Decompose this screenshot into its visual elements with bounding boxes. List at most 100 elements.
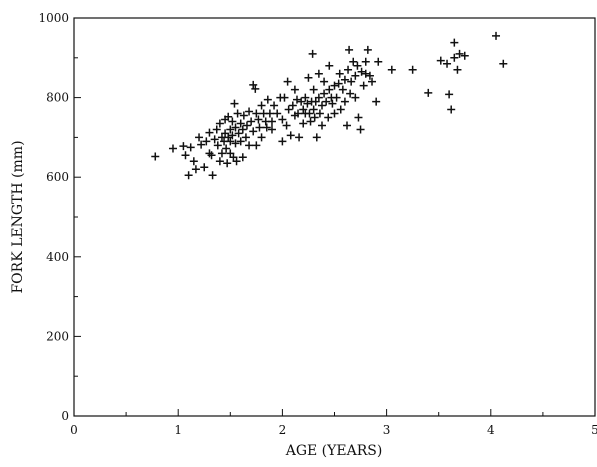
data-point — [455, 49, 464, 58]
x-tick-label: 4 — [487, 423, 495, 437]
data-point — [312, 133, 321, 142]
data-point — [257, 101, 266, 110]
data-point — [231, 139, 240, 148]
x-axis-label: AGE (YEARS) — [285, 443, 383, 459]
data-point — [317, 101, 326, 110]
data-point — [299, 119, 308, 128]
y-tick-label: 600 — [46, 170, 69, 184]
data-point — [232, 157, 241, 166]
data-point — [340, 97, 349, 106]
data-point — [354, 113, 363, 122]
data-point — [445, 90, 454, 99]
data-point — [223, 159, 232, 168]
data-point — [297, 97, 306, 106]
data-point — [351, 71, 360, 80]
data-point — [252, 141, 261, 150]
data-point — [340, 75, 349, 84]
data-point — [213, 141, 222, 150]
data-point — [265, 109, 274, 118]
data-point — [303, 99, 312, 108]
data-point — [205, 128, 214, 137]
data-point — [236, 119, 245, 128]
data-point — [273, 109, 282, 118]
data-point — [230, 99, 239, 108]
data-point — [228, 117, 237, 126]
data-point — [245, 107, 254, 116]
data-point — [368, 77, 377, 86]
data-point — [284, 105, 293, 114]
data-point — [238, 153, 247, 162]
data-point — [315, 109, 324, 118]
data-point — [263, 95, 272, 104]
data-point — [324, 113, 333, 122]
data-point — [450, 53, 459, 62]
data-point — [179, 142, 188, 151]
data-point — [320, 89, 329, 98]
data-point — [328, 99, 337, 108]
y-axis-label: FORK LENGTH (mm) — [10, 140, 26, 293]
x-tick-label: 2 — [279, 423, 287, 437]
data-point — [347, 77, 356, 86]
data-point — [168, 144, 177, 153]
data-point — [191, 165, 200, 174]
data-point — [436, 56, 445, 65]
data-point — [242, 121, 251, 130]
data-point — [361, 69, 370, 78]
data-point — [267, 117, 276, 126]
data-point — [222, 144, 231, 153]
y-tick-label: 0 — [61, 409, 69, 423]
data-point — [309, 105, 318, 114]
data-point — [344, 65, 353, 74]
data-point — [492, 31, 501, 40]
data-point — [233, 109, 242, 118]
data-point — [336, 105, 345, 114]
data-point — [262, 123, 271, 132]
y-axis: 0 200 400 600 800 1000 — [38, 11, 81, 423]
data-point — [372, 97, 381, 106]
data-point — [317, 121, 326, 130]
data-point — [202, 137, 211, 146]
x-axis: 0 1 2 3 4 5 — [70, 409, 597, 437]
x-tick-label: 1 — [174, 423, 182, 437]
data-point — [424, 88, 433, 97]
data-point — [226, 137, 235, 146]
y-tick-label: 800 — [46, 91, 69, 105]
data-point — [200, 163, 209, 172]
data-point — [363, 45, 372, 54]
data-point — [215, 157, 224, 166]
data-point — [231, 123, 240, 132]
y-tick-label: 400 — [46, 250, 69, 264]
data-point — [257, 133, 266, 142]
data-point — [332, 93, 341, 102]
data-point — [228, 131, 237, 140]
data-point — [351, 93, 360, 102]
data-point — [247, 117, 256, 126]
data-point — [304, 73, 313, 82]
data-point — [334, 79, 343, 88]
data-point — [189, 157, 198, 166]
data-point — [278, 115, 287, 124]
data-point — [270, 101, 279, 110]
y-tick-label: 1000 — [38, 11, 69, 25]
data-point — [280, 93, 289, 102]
data-point — [292, 95, 301, 104]
data-point — [343, 121, 352, 130]
data-point — [408, 65, 417, 74]
data-point — [236, 137, 245, 146]
x-tick-label: 3 — [383, 423, 391, 437]
data-point — [443, 59, 452, 68]
data-point — [234, 129, 243, 138]
data-point — [197, 140, 206, 149]
data-point — [241, 133, 250, 142]
plot-frame — [73, 17, 596, 417]
data-point — [254, 115, 263, 124]
data-point — [322, 97, 331, 106]
data-point — [239, 111, 248, 120]
data-point — [208, 171, 217, 180]
data-point — [290, 85, 299, 94]
data-point — [314, 69, 323, 78]
data-point — [249, 127, 258, 136]
data-point — [295, 133, 304, 142]
data-point — [447, 105, 456, 114]
